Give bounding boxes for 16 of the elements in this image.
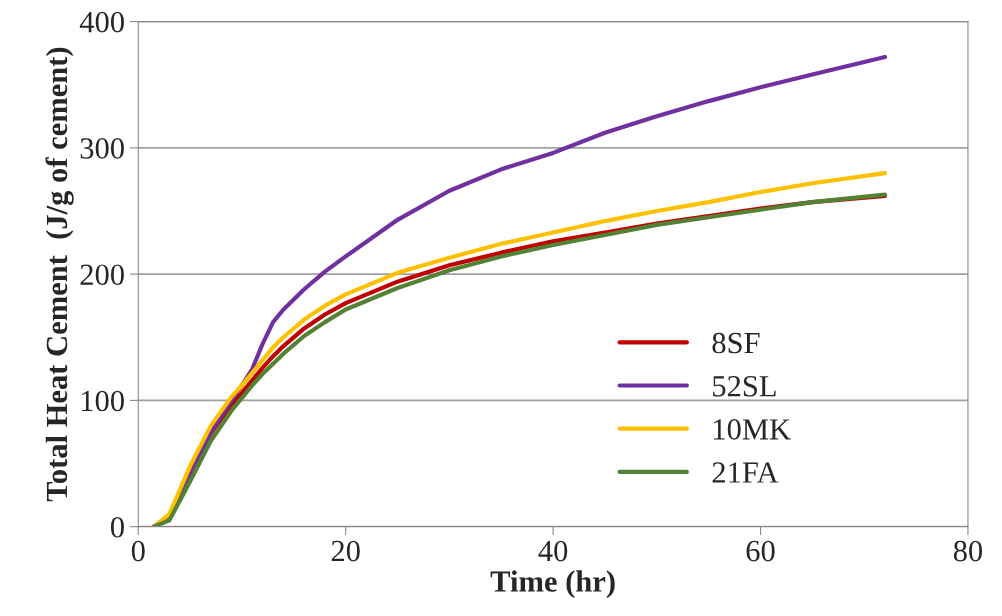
x-tick-label: 60 [746, 540, 775, 562]
y-tick-label: 0 [110, 516, 124, 538]
x-tick-label: 20 [331, 540, 360, 562]
y-axis-title: Total Heat Cement (J/g of cement) [45, 47, 74, 502]
x-tick-label: 80 [953, 540, 983, 562]
y-tick-label: 100 [81, 390, 124, 412]
x-tick-label: 0 [131, 540, 145, 562]
legend-label: 8SF [712, 332, 760, 354]
legend-label: 10MK [713, 419, 791, 440]
x-axis-title: Time (hr) [490, 570, 615, 599]
x-tick-label: 40 [538, 540, 568, 562]
y-tick-label: 200 [80, 264, 124, 286]
legend-label: 52SL [713, 375, 776, 397]
y-tick-label: 300 [80, 138, 124, 159]
legend-label: 21FA [712, 462, 779, 483]
y-tick-label: 400 [79, 11, 124, 33]
